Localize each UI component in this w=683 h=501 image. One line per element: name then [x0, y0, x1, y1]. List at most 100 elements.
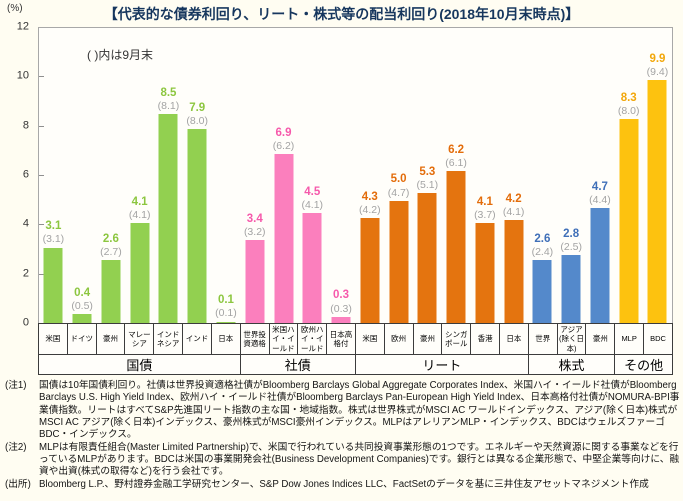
current-value: 2.8: [563, 227, 580, 240]
bar-株式-世界: [532, 259, 552, 324]
current-value: 0.1: [217, 294, 234, 307]
previous-value: (5.1): [416, 179, 439, 192]
bar-slot-日本高格付: 0.3 (0.3): [327, 28, 356, 324]
bar-value-label: 2.6 (2.7): [100, 233, 122, 258]
category-label-日本: 日本: [210, 323, 241, 355]
bar-社債-米国ハイ・イールド: [274, 153, 293, 324]
category-label-インドネシア: インドネシア: [153, 323, 184, 355]
source-note: (出所) Bloomberg L.P.、野村證券金融工学研究センター、S&P Do…: [5, 479, 680, 491]
previous-value: (9.4): [646, 65, 669, 78]
category-label-BDC: BDC: [643, 323, 673, 355]
bar-slot-豪州: 5.3 (5.1): [413, 28, 442, 324]
category-label-米国: 米国: [38, 323, 68, 355]
bar-value-label: 2.6 (2.4): [532, 233, 554, 258]
previous-value: (4.1): [301, 198, 324, 211]
bar-series: 3.1 (3.1) 0.4 (0.5) 2.6 (2.7) 4.1 (4.1) 8.5 (8.1)…: [39, 28, 672, 324]
bar-国債-豪州: [101, 259, 121, 324]
bar-slot-日本: 4.2 (4.1): [499, 28, 528, 324]
current-value: 4.1: [131, 195, 148, 208]
footnote-1-tag: (注1): [5, 380, 27, 391]
footnotes: (注1) 国債は10年国債利回り。社債は世界投資適格社債がBloomberg Ba…: [5, 380, 680, 491]
category-axis-table: 米国 ドイツ 豪州 マレーシア インドネシア インド 日本 世界投資適格 米国ハイ・イールド 欧州…: [38, 323, 673, 375]
previous-value: (3.1): [42, 233, 65, 246]
footnote-2-tag: (注2): [5, 441, 27, 453]
bar-slot-インド: 7.9 (8.0): [183, 28, 212, 324]
bar-国債-ドイツ: [72, 314, 92, 324]
current-value: 4.1: [476, 195, 493, 208]
current-value: 6.2: [448, 143, 465, 156]
category-label-シンガポール: シンガポール: [441, 323, 472, 355]
paren-note: ( )内は9月末: [87, 48, 154, 62]
bar-slot-日本: 0.1 (0.1): [212, 28, 241, 324]
category-label-米国ハイ・イールド: 米国ハイ・イールド: [268, 323, 299, 355]
y-tick-label: 8: [22, 119, 29, 132]
y-axis-unit-label: (%): [7, 3, 23, 14]
bar-value-label: 3.4 (3.2): [244, 213, 266, 238]
bar-slot-欧州: 5.0 (4.7): [384, 28, 413, 324]
y-tick-mark: [39, 175, 44, 176]
bar-リート-豪州: [417, 193, 437, 324]
footnote-1: (注1) 国債は10年国債利回り。社債は世界投資適格社債がBloomberg Ba…: [5, 380, 680, 442]
bar-slot-香港: 4.1 (3.7): [470, 28, 499, 324]
y-tick-mark: [39, 125, 44, 127]
category-label-米国: 米国: [354, 323, 385, 355]
bar-slot-世界投資適格: 3.4 (3.2): [240, 28, 269, 324]
y-tick-mark: [39, 76, 44, 78]
bar-リート-シンガポール: [446, 171, 466, 324]
category-label-香港: 香港: [470, 323, 500, 355]
y-tick-label: 12: [16, 20, 29, 33]
category-label-豪州: 豪州: [95, 323, 126, 355]
previous-value: (4.7): [387, 186, 410, 199]
footnote-2-text: MLPは有限責任組合(Master Limited Partnership)で、…: [39, 441, 680, 478]
current-value: 4.3: [361, 190, 378, 203]
bar-value-label: 3.1 (3.1): [43, 220, 65, 245]
bar-value-label: 8.3 (8.0): [618, 92, 640, 117]
bar-value-label: 4.3 (4.2): [359, 191, 381, 216]
bar-slot-世界: 2.6 (2.4): [528, 28, 557, 324]
y-tick-label: 10: [16, 69, 29, 82]
bar-value-label: 4.7 (4.4): [589, 181, 611, 206]
current-value: 9.9: [649, 52, 666, 65]
bar-value-label: 5.3 (5.1): [417, 166, 439, 191]
y-tick-label: 6: [22, 168, 29, 181]
bar-社債-日本高格付: [331, 316, 351, 324]
plot-area: 3.1 (3.1) 0.4 (0.5) 2.6 (2.7) 4.1 (4.1) 8.5 (8.1)…: [38, 27, 673, 325]
category-label-MLP: MLP: [614, 323, 645, 355]
previous-value: (0.3): [330, 302, 352, 315]
bar-value-label: 0.4 (0.5): [71, 287, 93, 312]
bar-value-label: 4.2 (4.1): [503, 193, 525, 218]
previous-value: (4.4): [589, 194, 611, 207]
bar-slot-MLP: 8.3 (8.0): [614, 28, 643, 324]
category-label-マレーシア: マレーシア: [124, 323, 155, 355]
bar-株式-豪州: [590, 208, 610, 324]
chart-title: 【代表的な債券利回り、リート・株式等の配当利回り(2018年10月末時点)】: [103, 6, 580, 22]
previous-value: (8.1): [157, 100, 180, 113]
group-label-株式: 株式: [527, 354, 616, 375]
category-label-豪州: 豪州: [585, 323, 616, 355]
bar-slot-豪州: 4.7 (4.4): [586, 28, 615, 324]
bar-slot-欧州ハイ・イールド: 4.5 (4.1): [298, 28, 327, 324]
bar-slot-アジア(除く日本): 2.8 (2.5): [557, 28, 586, 324]
category-label-欧州ハイ・イールド: 欧州ハイ・イールド: [297, 323, 328, 355]
current-value: 8.5: [160, 87, 177, 100]
bar-value-label: 7.9 (8.0): [186, 102, 208, 127]
previous-value: (6.2): [272, 139, 295, 152]
bar-value-label: 0.3 (0.3): [330, 289, 352, 314]
current-value: 5.3: [419, 166, 436, 178]
bar-リート-香港: [475, 222, 495, 324]
category-label-世界: 世界: [527, 323, 558, 355]
source-note-text: Bloomberg L.P.、野村證券金融工学研究センター、S&P Dow Jo…: [39, 478, 649, 490]
category-label-ドイツ: ドイツ: [66, 323, 97, 355]
current-value: 3.1: [45, 220, 62, 233]
previous-value: (8.0): [186, 115, 208, 128]
previous-value: (0.5): [71, 300, 93, 313]
y-tick-label: 0: [22, 316, 29, 329]
y-axis: 0 2 4 6 8 10 12: [0, 21, 35, 328]
bar-slot-ドイツ: 0.4 (0.5): [68, 28, 97, 324]
bar-slot-米国: 4.3 (4.2): [355, 28, 384, 324]
bar-value-label: 6.9 (6.2): [273, 127, 295, 152]
bar-value-label: 0.1 (0.1): [215, 294, 237, 319]
category-label-世界投資適格: 世界投資適格: [239, 323, 270, 355]
bar-国債-マレーシア: [130, 222, 150, 324]
